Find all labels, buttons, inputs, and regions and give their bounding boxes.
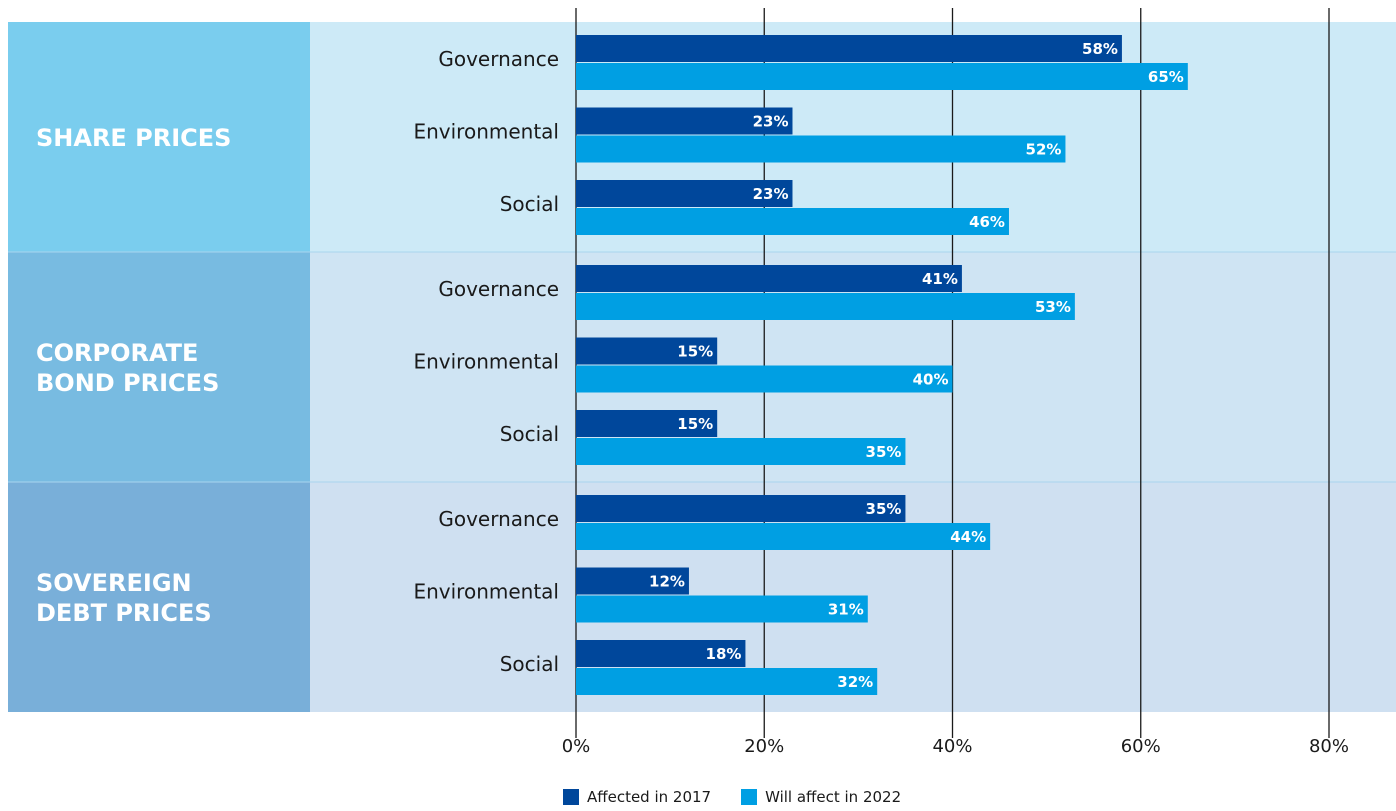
bar-value-label: 31% [828,601,864,619]
group-label: DEBT PRICES [36,599,212,627]
bar [576,135,1066,163]
legend-swatch-affected-2017 [563,789,579,805]
legend-item-will-affect-2022: Will affect in 2022 [741,788,901,806]
bar-value-label: 23% [753,113,789,131]
legend-label-will-affect-2022: Will affect in 2022 [765,788,902,806]
labels: SHARE PRICES Governance 58% 65% Environmenta… [36,40,1349,757]
bar [576,265,962,292]
bar [576,63,1188,90]
group-panel [8,252,310,482]
bar [576,35,1122,62]
bar-value-label: 52% [1026,141,1062,159]
category-label: Governance [438,277,559,301]
bar [576,337,718,365]
bar-value-label: 53% [1035,298,1071,316]
group-label: SOVEREIGN [36,569,192,597]
bar [576,640,746,667]
group-label: CORPORATE [36,339,198,367]
bar [576,595,868,623]
legend: Affected in 2017 Will affect in 2022 [563,788,901,806]
x-tick-label: 60% [1121,736,1161,757]
x-tick-label: 40% [932,736,972,757]
bar [576,107,793,135]
category-label: Social [500,652,559,676]
bar [576,523,991,550]
bar-value-label: 40% [913,371,949,389]
bar [576,495,906,522]
bar [576,180,793,207]
bar-value-label: 23% [753,185,789,203]
category-label: Environmental [413,580,559,604]
bar-value-label: 18% [706,645,742,663]
bar [576,438,906,465]
bar-value-label: 41% [922,270,958,288]
category-label: Social [500,192,559,216]
bar-value-label: 15% [677,343,713,361]
bar-value-label: 58% [1082,40,1118,58]
group-label: BOND PRICES [36,369,219,397]
legend-label-affected-2017: Affected in 2017 [587,788,712,806]
category-label: Environmental [413,350,559,374]
bar-value-label: 65% [1148,68,1184,86]
bar-value-label: 12% [649,573,685,591]
x-tick-label: 80% [1309,736,1349,757]
category-label: Governance [438,47,559,71]
bar-value-label: 44% [950,528,986,546]
group-label: SHARE PRICES [36,124,231,152]
bar-value-label: 32% [837,673,873,691]
category-label: Governance [438,507,559,531]
legend-item-affected-2017: Affected in 2017 [563,788,711,806]
bar-value-label: 35% [866,443,902,461]
bar [576,567,689,595]
category-label: Environmental [413,120,559,144]
legend-swatch-will-affect-2022 [741,789,758,805]
category-label: Social [500,422,559,446]
bar [576,410,718,437]
x-tick-label: 0% [562,736,591,757]
bar [576,293,1075,320]
bar-value-label: 35% [866,500,902,518]
group-panel [8,482,310,712]
bar-value-label: 46% [969,213,1005,231]
group-panel [8,22,310,252]
x-tick-label: 20% [744,736,784,757]
bar-value-label: 15% [677,415,713,433]
bar [576,208,1009,235]
bar [576,365,953,393]
bar [576,668,878,695]
bars [576,35,1188,695]
